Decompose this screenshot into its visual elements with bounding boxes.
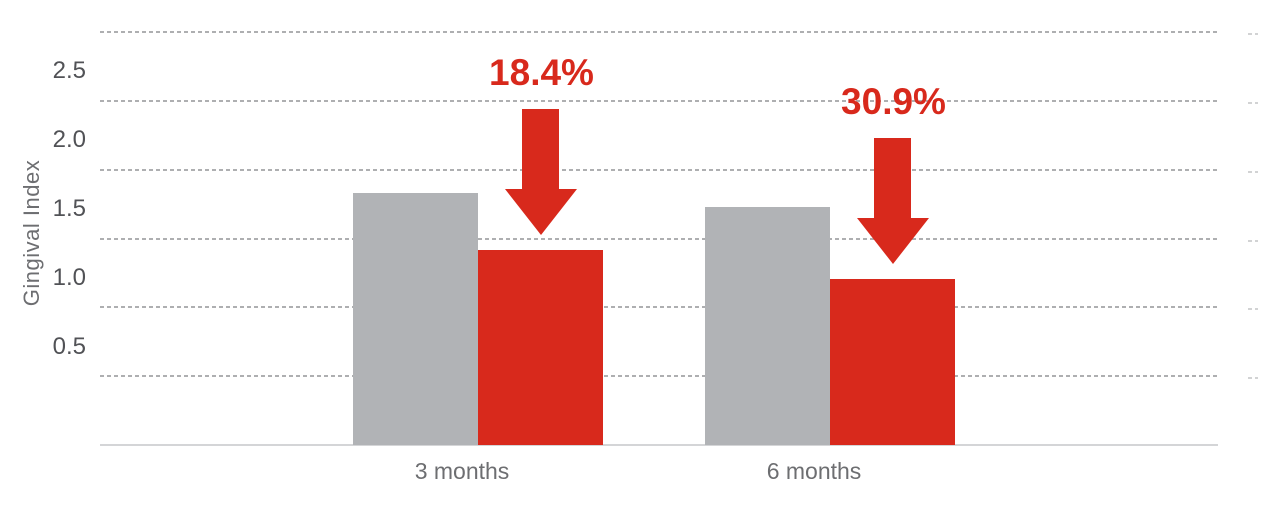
y-tick-label: 1.0	[52, 263, 86, 291]
bar-gray-6-months	[705, 206, 830, 445]
gridline-edge-dash	[1248, 102, 1258, 104]
gridline	[100, 306, 1218, 309]
reduction-percent-label: 18.4%	[489, 51, 594, 93]
x-axis-line	[100, 444, 1218, 446]
y-tick-label: 0.5	[52, 332, 86, 360]
gridline	[100, 237, 1218, 240]
x-category-label: 6 months	[766, 458, 862, 484]
y-axis-title: Gingival Index	[19, 159, 44, 307]
y-tick-label: 2.0	[52, 126, 86, 154]
gridline	[100, 100, 1218, 102]
gridline	[100, 31, 1218, 34]
gridline-edge-dash	[1248, 33, 1258, 36]
gridline-edge-dash	[1248, 377, 1258, 380]
y-tick-label: 2.5	[52, 57, 86, 85]
bar-red-3-months	[478, 249, 603, 445]
y-tick-label: 1.5	[52, 195, 86, 223]
x-category-label: 3 months	[414, 458, 510, 484]
down-arrow-head-icon	[504, 188, 577, 235]
bar-gray-3-months	[353, 193, 478, 445]
down-arrow-icon	[874, 137, 911, 220]
gridline-edge-dash	[1248, 239, 1258, 242]
down-arrow-icon	[522, 108, 559, 191]
gridline	[100, 375, 1218, 378]
gridline-edge-dash	[1248, 308, 1258, 311]
gridline-edge-dash	[1248, 170, 1258, 173]
down-arrow-head-icon	[856, 217, 929, 264]
reduction-percent-label: 30.9%	[841, 80, 946, 122]
gridline	[100, 168, 1218, 171]
bar-red-6-months	[830, 278, 955, 445]
